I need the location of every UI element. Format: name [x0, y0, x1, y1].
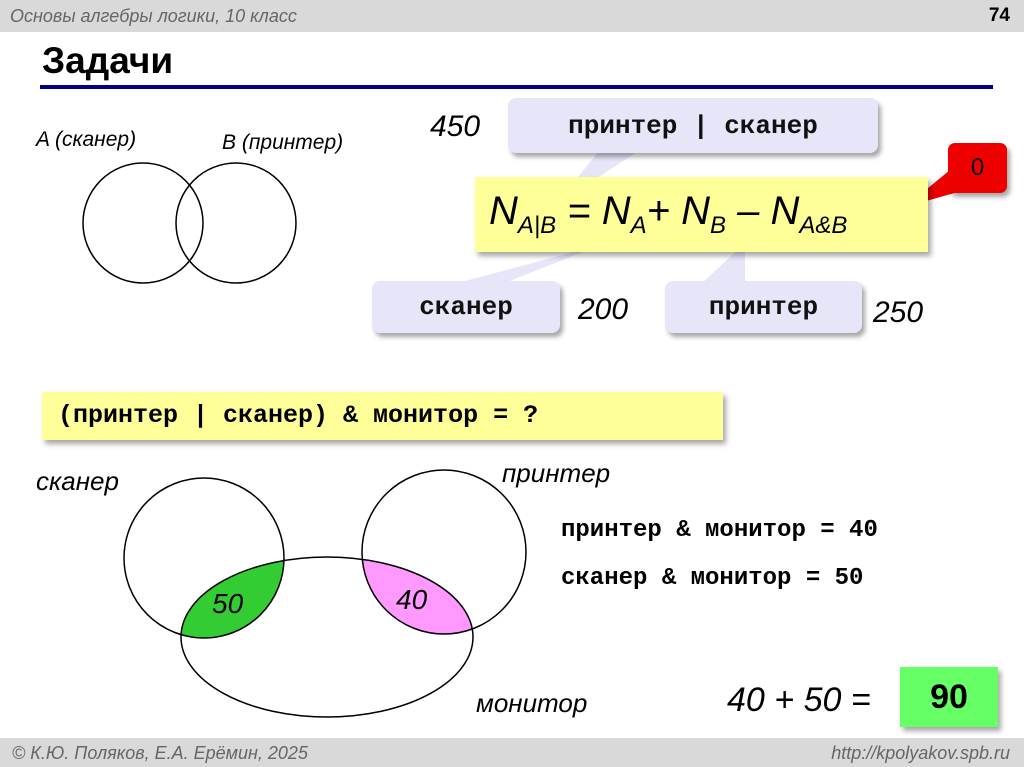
printer-monitor-value: 40	[396, 584, 428, 615]
venn-circle-a	[82, 162, 204, 284]
formula: NA|B = NA+ NB – NA&B	[489, 189, 848, 239]
printer-value: 250	[873, 296, 924, 329]
course-title: Основы алгебры логики, 10 класс	[10, 6, 297, 26]
answer-box: 90	[900, 667, 998, 727]
footer-authors: © К.Ю. Поляков, Е.А. Ерёмин, 2025	[12, 743, 308, 763]
monitor-ellipse	[180, 556, 474, 718]
footer-bar: © К.Ю. Поляков, Е.А. Ерёмин, 2025 http:/…	[0, 738, 1024, 767]
union-callout: принтер | сканер	[508, 98, 878, 153]
union-value: 450	[430, 110, 481, 143]
footer-url[interactable]: http://kpolyakov.spb.ru	[831, 743, 1010, 763]
scanner-callout: сканер	[372, 281, 560, 333]
scanner-label: сканер	[36, 466, 119, 496]
printer-callout: принтер	[665, 281, 862, 333]
printer-circle	[361, 469, 527, 635]
venn-circle-b	[175, 162, 297, 284]
answer-expression: 40 + 50 =	[727, 681, 871, 719]
monitor-label: монитор	[476, 688, 588, 718]
printer-label: принтер	[502, 458, 611, 488]
fact-printer-monitor: принтер & монитор = 40	[561, 517, 878, 544]
scanner-monitor-region	[181, 557, 284, 638]
label-b: B (принтер)	[222, 131, 344, 154]
label-a: A (сканер)	[36, 128, 137, 151]
page-title: Задачи	[42, 40, 174, 81]
formula-box: NA|B = NA+ NB – NA&B	[475, 177, 928, 252]
scanner-value: 200	[578, 293, 629, 326]
page-number: 74	[988, 5, 1010, 26]
printer-callout-tail	[700, 243, 745, 285]
printer-monitor-region	[362, 557, 473, 634]
scanner-callout-tail	[450, 245, 600, 285]
scanner-circle	[123, 477, 285, 639]
fact-scanner-monitor: сканер & монитор = 50	[561, 565, 864, 592]
scanner-monitor-value: 50	[212, 588, 244, 619]
zero-badge: 0	[948, 143, 1007, 193]
title-rule	[40, 85, 993, 89]
question-box: (принтер | сканер) & монитор = ?	[42, 392, 723, 440]
header-bar: Основы алгебры логики, 10 класс 74	[0, 0, 1024, 32]
